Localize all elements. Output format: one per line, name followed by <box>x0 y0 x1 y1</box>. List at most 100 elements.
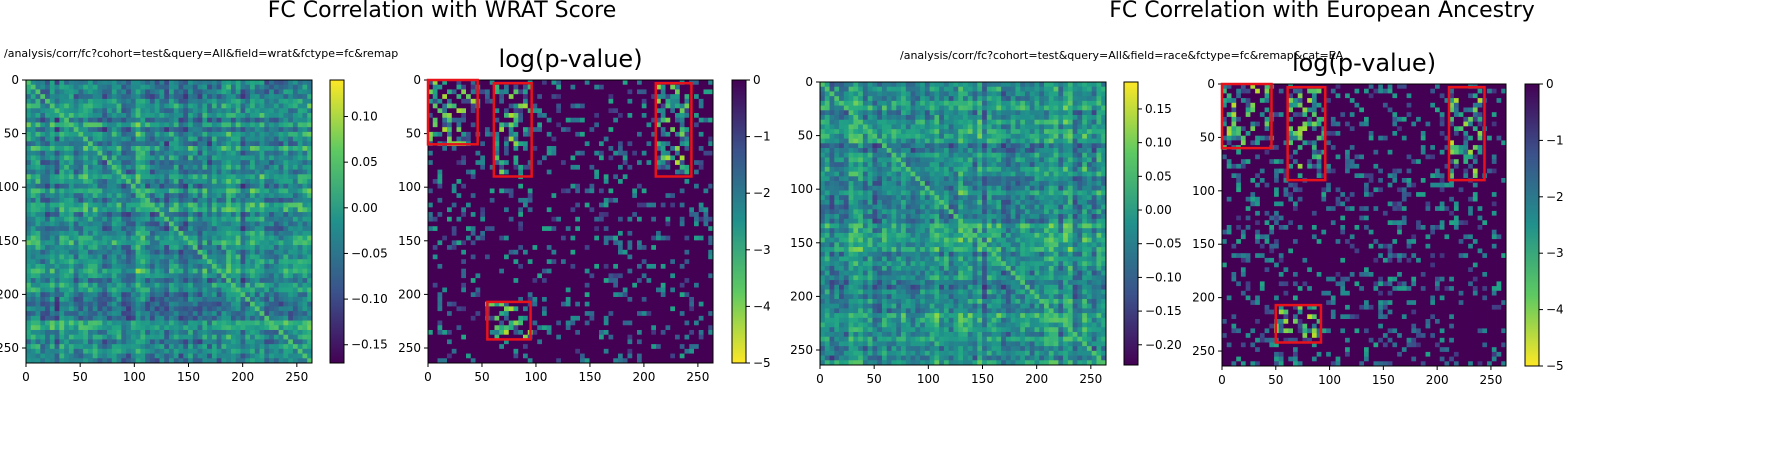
heatmap-cell <box>603 155 609 161</box>
heatmap-cell <box>188 287 194 293</box>
heatmap-cell <box>641 84 647 90</box>
heatmap-cell <box>670 160 676 166</box>
heatmap-cell <box>49 179 55 185</box>
heatmap-cell <box>188 193 194 199</box>
heatmap-cell <box>292 89 299 95</box>
heatmap-cell <box>140 311 146 317</box>
heatmap-cell <box>49 131 55 137</box>
heatmap-cell <box>78 273 84 279</box>
heatmap-cell <box>216 179 222 185</box>
heatmap-cell <box>283 155 289 161</box>
heatmap-cell <box>73 240 79 246</box>
heatmap-cell <box>240 94 246 100</box>
heatmap-cell <box>211 216 218 222</box>
heatmap-cell <box>556 174 562 180</box>
heatmap-cell <box>226 131 232 137</box>
heatmap-cell <box>92 94 98 100</box>
heatmap-cell <box>584 150 590 156</box>
y-tick-label: 150 <box>0 234 19 248</box>
heatmap-cell <box>451 131 457 137</box>
heatmap-cell <box>140 245 146 251</box>
heatmap-cell <box>542 80 548 86</box>
heatmap-cell <box>207 122 213 128</box>
heatmap-cell <box>164 150 170 156</box>
heatmap-cell <box>708 174 714 180</box>
heatmap-cell <box>207 131 213 137</box>
heatmap-cell <box>49 320 55 326</box>
heatmap-cell <box>694 141 700 147</box>
heatmap-cell <box>250 202 256 208</box>
heatmap-cell <box>432 113 438 119</box>
heatmap-cell <box>240 164 246 171</box>
heatmap-cell <box>145 98 151 104</box>
heatmap-cell <box>546 150 552 156</box>
heatmap-cell <box>508 146 514 152</box>
heatmap-cell <box>164 141 170 147</box>
heatmap-cell <box>159 136 165 142</box>
heatmap-cell <box>235 174 241 180</box>
heatmap-cell <box>288 334 294 340</box>
heatmap-cell <box>202 235 208 241</box>
heatmap-cell <box>149 103 156 109</box>
heatmap-cell <box>254 259 260 265</box>
heatmap-cell <box>551 98 557 104</box>
heatmap-cell <box>78 311 84 317</box>
heatmap-cell <box>154 193 160 199</box>
heatmap-cell <box>494 117 500 123</box>
heatmap-cell <box>580 164 586 171</box>
heatmap-cell <box>207 136 213 142</box>
heatmap-cell <box>135 164 141 171</box>
heatmap-cell <box>169 358 175 364</box>
heatmap-cell <box>594 169 600 175</box>
heatmap-cell <box>637 89 643 95</box>
heatmap-cell <box>78 98 84 104</box>
heatmap-cell <box>64 131 70 137</box>
heatmap-cell <box>40 216 46 222</box>
heatmap-cell <box>264 292 270 298</box>
heatmap-cell <box>297 235 303 241</box>
heatmap-cell <box>107 131 113 137</box>
heatmap-cell <box>513 89 519 95</box>
heatmap-cell <box>92 273 98 279</box>
heatmap-cell <box>288 235 294 241</box>
heatmap-cell <box>684 146 690 152</box>
heatmap-cell <box>570 136 576 142</box>
heatmap-cell <box>245 108 251 114</box>
heatmap-cell <box>164 197 170 204</box>
heatmap-cell <box>111 160 117 166</box>
heatmap-cell <box>64 221 70 227</box>
heatmap-cell <box>73 113 79 119</box>
heatmap-cell <box>466 160 472 166</box>
heatmap-cell <box>513 131 519 137</box>
heatmap-cell <box>532 131 538 137</box>
heatmap-cell <box>494 127 500 133</box>
heatmap-cell <box>149 84 156 90</box>
heatmap-cell <box>49 80 55 86</box>
heatmap-cell <box>240 150 246 156</box>
heatmap-cell <box>202 263 208 270</box>
heatmap-cell <box>107 230 113 237</box>
heatmap-cell <box>126 117 132 123</box>
heatmap-cell <box>561 80 567 86</box>
heatmap-cell <box>297 122 303 128</box>
heatmap-cell <box>111 117 117 123</box>
heatmap-cell <box>575 117 581 123</box>
heatmap-cell <box>87 230 94 237</box>
heatmap-cell <box>73 108 79 114</box>
heatmap-cell <box>145 296 151 303</box>
heatmap-cell <box>197 358 203 364</box>
heatmap-cell <box>542 155 548 161</box>
heatmap-cell <box>135 329 141 336</box>
heatmap-cell <box>230 263 237 270</box>
heatmap-cell <box>622 146 628 152</box>
heatmap-cell <box>221 122 227 128</box>
heatmap-cell <box>164 325 170 331</box>
heatmap-cell <box>254 226 260 232</box>
heatmap-cell <box>273 197 280 204</box>
heatmap-cell <box>164 212 170 218</box>
heatmap-cell <box>451 174 457 180</box>
heatmap-cell <box>226 207 232 213</box>
heatmap-cell <box>259 193 265 199</box>
heatmap-cell <box>269 164 275 171</box>
heatmap-cell <box>183 84 189 90</box>
